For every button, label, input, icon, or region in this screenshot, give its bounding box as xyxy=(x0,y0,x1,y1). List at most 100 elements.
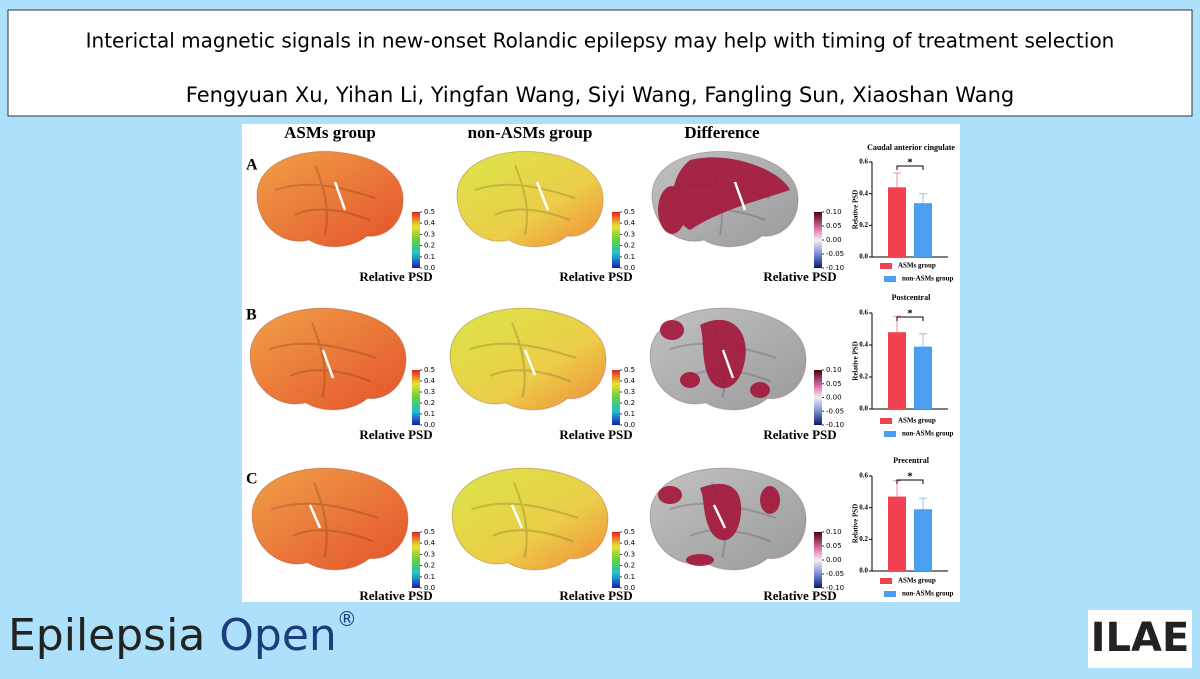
colorbar xyxy=(814,212,822,268)
colorbar-tick-label: 0.5 xyxy=(624,366,635,374)
colorbar-tick-label: -0.10 xyxy=(826,584,844,592)
colorbar-title: Relative PSD xyxy=(763,588,836,603)
colorbar-tick-label: 0.4 xyxy=(624,219,636,227)
colorbar-tick-label: 0.0 xyxy=(624,264,635,272)
legend-swatch xyxy=(880,418,892,424)
colorbar-tick-label: 0.05 xyxy=(826,542,842,550)
colorbar xyxy=(612,370,620,425)
y-tick-label: 0.2 xyxy=(859,373,868,381)
colorbar-tick-label: 0.05 xyxy=(826,222,842,230)
chart-title: Precentral xyxy=(893,456,930,465)
colorbar-tick-label: 0.2 xyxy=(624,562,635,570)
colorbar-tick-label: 0.00 xyxy=(826,394,842,402)
brain-images xyxy=(248,150,808,571)
colorbar-tick-label: 0.4 xyxy=(624,377,636,385)
colorbar-tick-label: 0.00 xyxy=(826,556,842,564)
legend-label: ASMs group xyxy=(898,577,936,585)
header-box xyxy=(7,9,1193,117)
colorbar-tick-label: 0.5 xyxy=(624,528,635,536)
journal-word: Open xyxy=(219,610,337,661)
y-axis-label: Relative PSD xyxy=(852,504,860,543)
brain xyxy=(248,307,408,411)
significance-label: * xyxy=(907,308,913,320)
journal-name: Epilepsia Open® xyxy=(8,607,357,662)
y-tick-label: 0.4 xyxy=(859,341,868,349)
colorbar-tick-label: -0.10 xyxy=(826,264,844,272)
legend-label: non-ASMs group xyxy=(902,430,954,438)
colorbar xyxy=(412,212,420,268)
colorbar-tick-label: 0.2 xyxy=(424,399,435,407)
registered-mark: ® xyxy=(337,607,357,631)
colorbar-tick-label: 0.0 xyxy=(424,421,435,429)
colorbar-title: Relative PSD xyxy=(359,269,432,284)
colorbar-tick-label: 0.3 xyxy=(424,550,435,558)
legend-label: non-ASMs group xyxy=(902,275,954,283)
significance-label: * xyxy=(907,157,913,169)
colorbar-tick-label: 0.00 xyxy=(826,236,842,244)
bar xyxy=(888,187,906,257)
y-tick-label: 0.6 xyxy=(859,158,868,166)
colorbar-tick-label: 0.2 xyxy=(624,399,635,407)
row-label: C xyxy=(246,471,258,488)
y-tick-label: 0.4 xyxy=(859,189,868,197)
row-label: A xyxy=(246,157,258,174)
colorbar-tick-label: 0.3 xyxy=(624,388,635,396)
logo-box xyxy=(1088,610,1192,668)
y-tick-label: 0.2 xyxy=(859,221,868,229)
colorbar-tick-label: 0.0 xyxy=(424,264,435,272)
brain xyxy=(450,467,610,571)
colorbar-tick-label: 0.05 xyxy=(826,380,842,388)
colorbar-title: Relative PSD xyxy=(359,588,432,603)
chart-title: Postcentral xyxy=(892,293,931,302)
authors: Fengyuan Xu, Yihan Li, Yingfan Wang, Siy… xyxy=(186,83,1014,107)
colorbar-tick-label: 0.1 xyxy=(424,253,435,261)
legend-label: ASMs group xyxy=(898,417,936,425)
significance-bracket xyxy=(896,479,924,484)
colorbar-tick-label: 0.4 xyxy=(424,539,436,547)
chart-title: Caudal anterior cingulate xyxy=(867,143,955,152)
legend-swatch xyxy=(884,276,896,282)
y-tick-label: 0.6 xyxy=(859,309,868,317)
colorbar xyxy=(814,532,822,588)
colorbar-tick-label: 0.1 xyxy=(424,410,435,418)
colorbar-tick-label: 0.4 xyxy=(424,377,436,385)
colorbar-tick-label: 0.1 xyxy=(624,573,635,581)
legend-swatch xyxy=(880,263,892,269)
column-title: Difference xyxy=(684,123,760,142)
colorbar-tick-label: 0.4 xyxy=(424,219,436,227)
colorbar-tick-label: 0.0 xyxy=(624,584,635,592)
journal-word: Epilepsia xyxy=(8,610,205,661)
colorbar-tick-label: 0.3 xyxy=(624,550,635,558)
colorbar-tick-label: -0.05 xyxy=(826,570,844,578)
colorbar-tick-label: 0.0 xyxy=(624,421,635,429)
bar xyxy=(888,332,906,409)
colorbar-tick-label: 0.3 xyxy=(424,388,435,396)
colorbar-tick-label: 0.5 xyxy=(424,208,435,216)
colorbar-tick-label: 0.4 xyxy=(624,539,636,547)
colorbar-tick-label: -0.10 xyxy=(826,421,844,429)
colorbar-title: Relative PSD xyxy=(763,427,836,442)
colorbar xyxy=(412,370,420,425)
legend-swatch xyxy=(884,591,896,597)
colorbar-tick-label: 0.5 xyxy=(424,528,435,536)
bar xyxy=(914,203,932,257)
colorbar-tick-label: 0.10 xyxy=(826,208,842,216)
colorbar-tick-label: 0.2 xyxy=(424,242,435,250)
colorbar-tick-label: 0.2 xyxy=(424,562,435,570)
colorbar xyxy=(612,532,620,588)
bar xyxy=(888,496,906,571)
colorbar-title: Relative PSD xyxy=(763,269,836,284)
colorbar-tick-label: 0.0 xyxy=(424,584,435,592)
brain xyxy=(255,150,405,248)
colorbar xyxy=(814,370,822,425)
colorbar-title: Relative PSD xyxy=(559,269,632,284)
colorbar-tick-label: 0.1 xyxy=(424,573,435,581)
y-tick-label: 0.0 xyxy=(859,405,868,413)
y-tick-label: 0.2 xyxy=(859,535,868,543)
column-title: non-ASMs group xyxy=(468,123,593,142)
colorbar-title: Relative PSD xyxy=(359,427,432,442)
colorbar-tick-label: 0.3 xyxy=(624,230,635,238)
colorbar-tick-label: 0.10 xyxy=(826,366,842,374)
